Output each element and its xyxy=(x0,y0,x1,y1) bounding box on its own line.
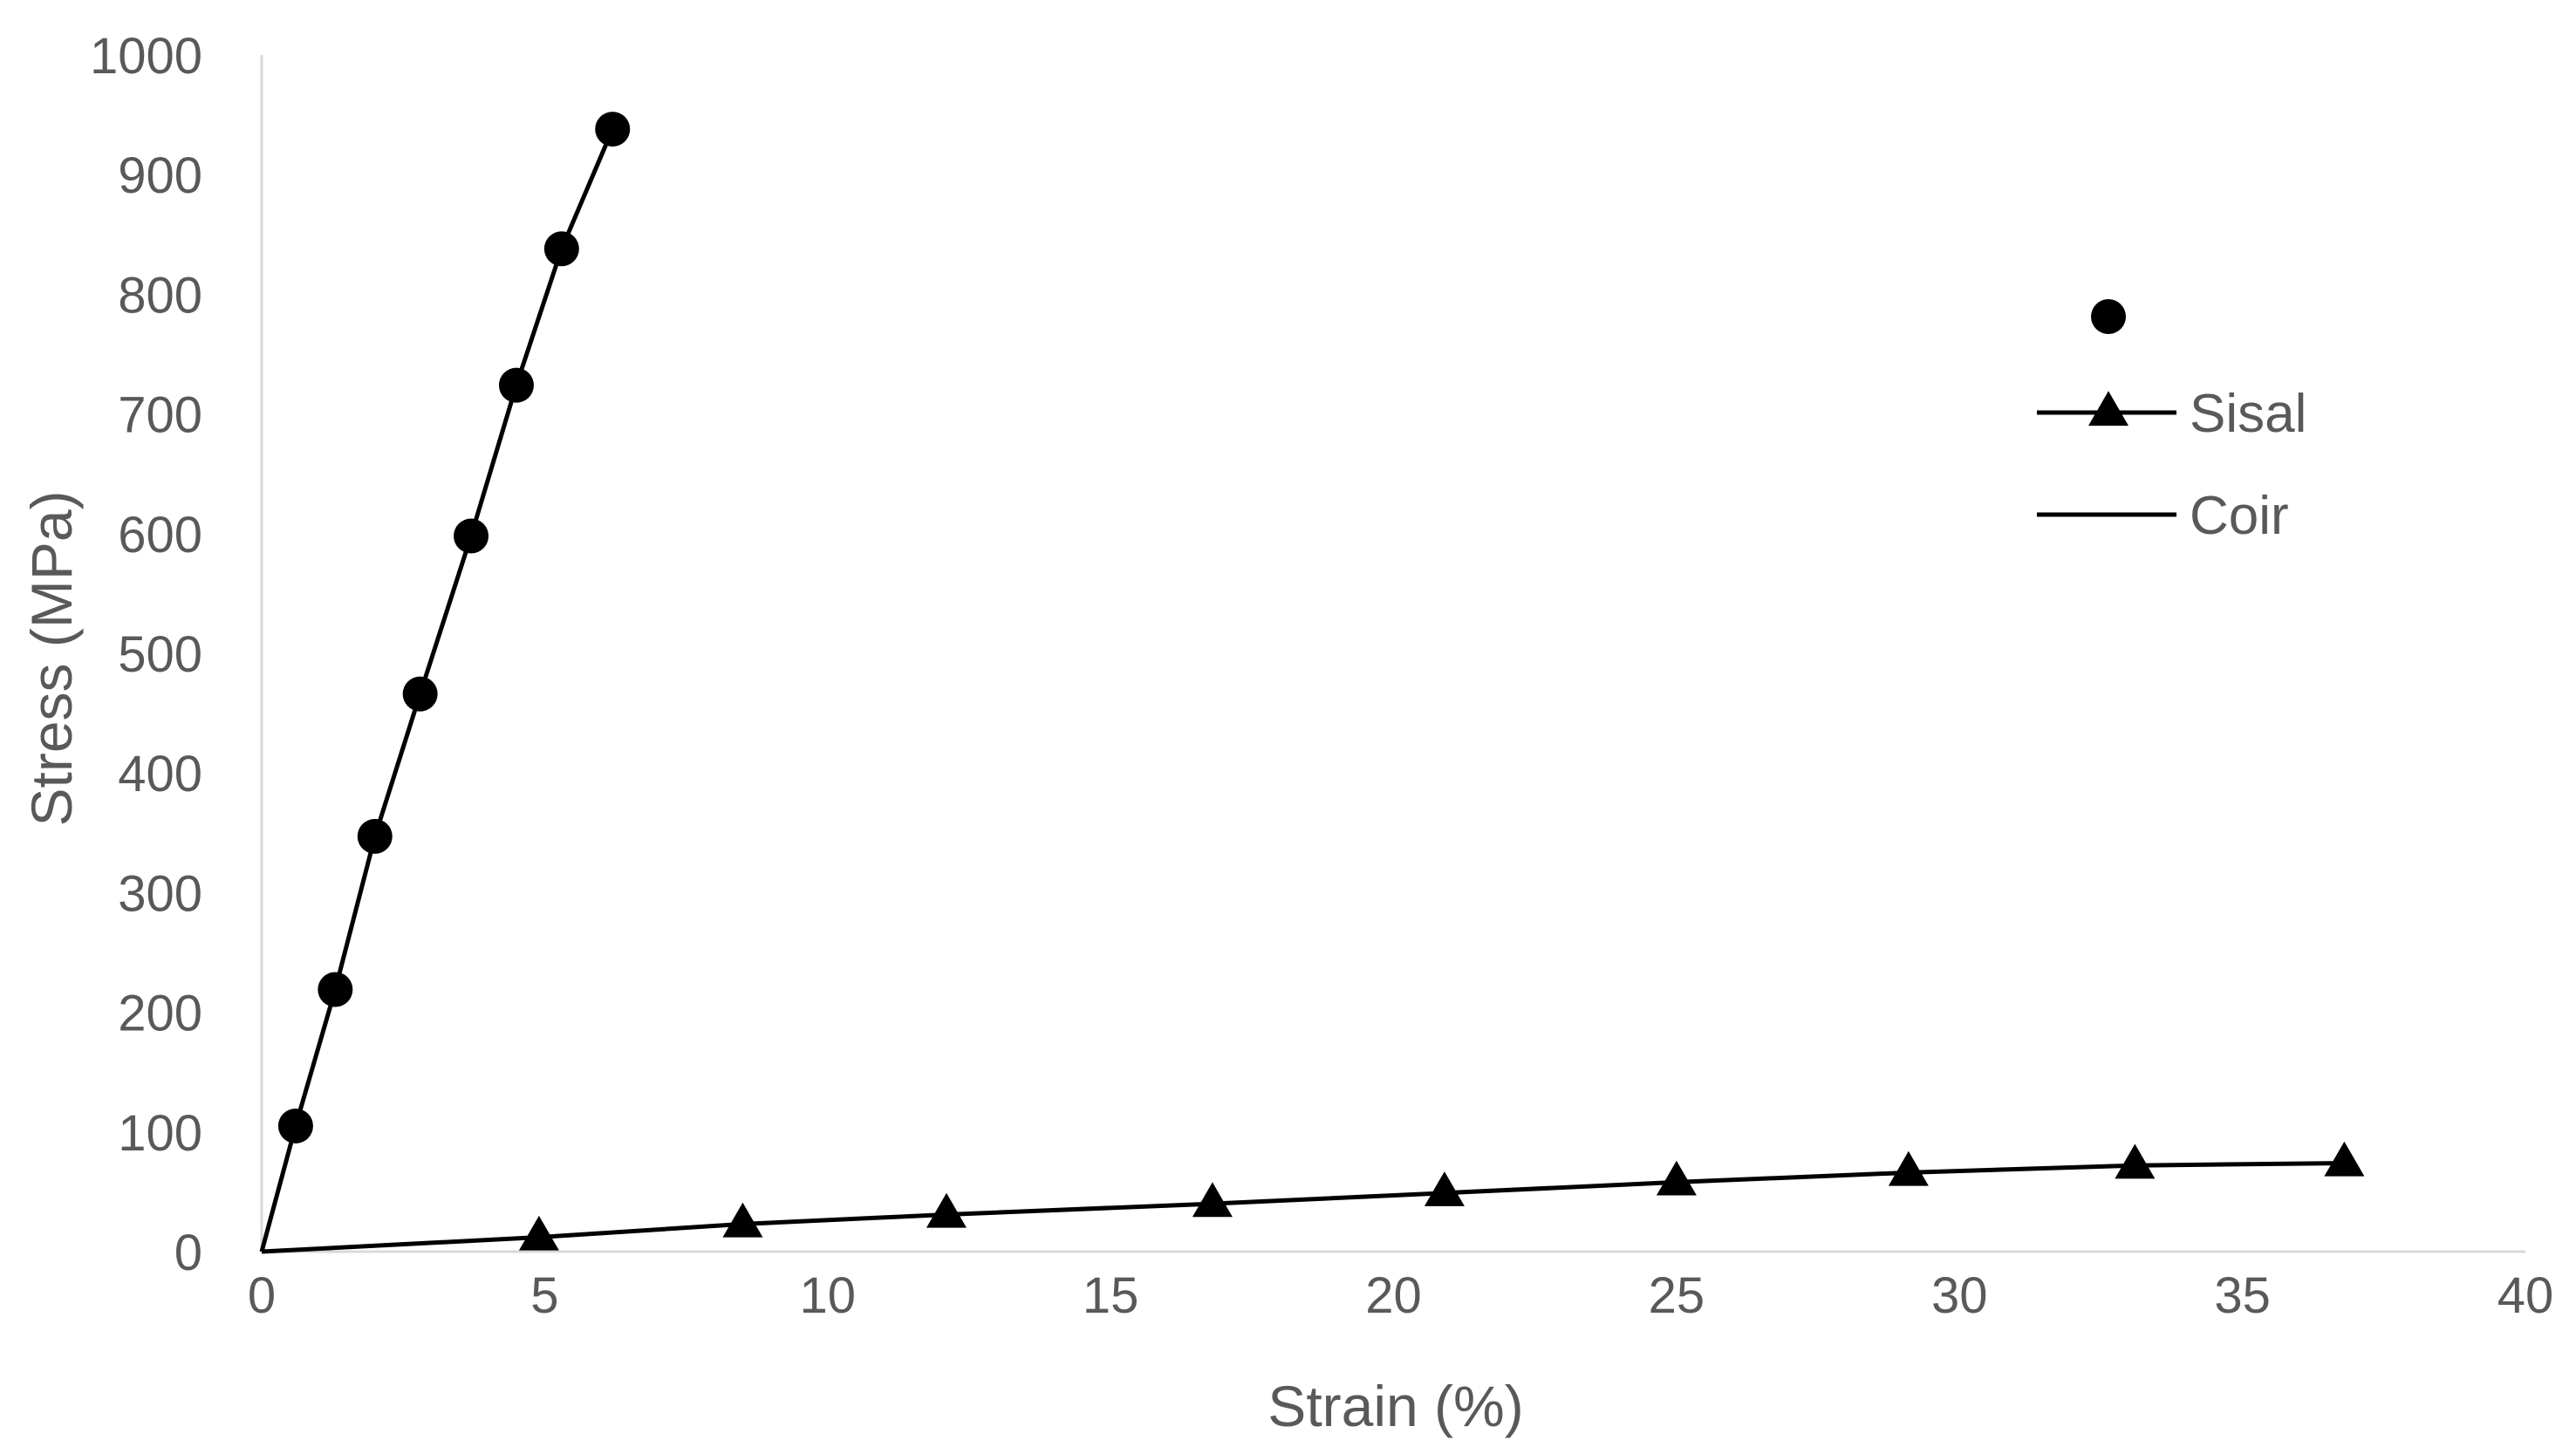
y-tick-label: 200 xyxy=(118,986,202,1042)
y-tick-label: 900 xyxy=(118,147,202,204)
circle-data-point xyxy=(498,367,534,403)
legend-marker-circle xyxy=(2091,299,2126,334)
markers xyxy=(277,112,2365,1251)
triangle-data-point xyxy=(2115,1143,2156,1179)
triangle-data-point xyxy=(1192,1182,1233,1218)
triangle-data-point xyxy=(1888,1150,1929,1186)
circle-data-point xyxy=(454,518,489,554)
x-tick-label: 35 xyxy=(2214,1267,2271,1324)
y-tick-label: 700 xyxy=(118,387,202,444)
y-tick-labels: 0 100 200 300 400 500 600 700 800 900 1000 xyxy=(90,28,202,1281)
circle-data-point xyxy=(318,972,353,1007)
y-tick-label: 600 xyxy=(118,507,202,563)
x-tick-label: 20 xyxy=(1365,1267,1422,1324)
triangle-data-point xyxy=(926,1192,967,1228)
y-tick-label: 500 xyxy=(118,626,202,683)
x-tick-labels: 0 5 10 15 20 25 30 35 40 xyxy=(248,1267,2553,1324)
x-tick-label: 40 xyxy=(2497,1267,2554,1324)
y-tick-label: 300 xyxy=(118,865,202,922)
x-tick-label: 10 xyxy=(799,1267,856,1324)
x-tick-label: 15 xyxy=(1083,1267,1139,1324)
triangle-data-point xyxy=(2324,1141,2365,1177)
y-tick-label: 100 xyxy=(118,1105,202,1162)
triangle-data-point xyxy=(1424,1171,1465,1206)
circle-data-point xyxy=(357,818,393,854)
legend-label-sisal: Sisal xyxy=(2190,384,2306,444)
x-tick-label: 30 xyxy=(1931,1267,1988,1324)
y-tick-label: 400 xyxy=(118,746,202,802)
circle-data-point xyxy=(402,676,438,712)
legend: Sisal Coir xyxy=(2037,299,2306,546)
legend-label-coir: Coir xyxy=(2190,486,2289,546)
x-axis-title: Strain (%) xyxy=(1268,1374,1523,1438)
legend-marker-triangle xyxy=(2088,391,2128,427)
y-tick-label: 0 xyxy=(174,1225,202,1281)
triangle-series-curve xyxy=(261,1161,2345,1254)
curves xyxy=(259,128,2345,1254)
y-tick-label: 800 xyxy=(118,267,202,324)
circle-data-point xyxy=(595,112,631,147)
circle-data-point xyxy=(543,231,579,267)
triangle-data-point xyxy=(1656,1160,1697,1196)
axes xyxy=(260,55,2525,1253)
x-tick-label: 0 xyxy=(248,1267,276,1324)
x-tick-label: 5 xyxy=(530,1267,558,1324)
y-tick-label: 1000 xyxy=(90,28,202,85)
circle-data-point xyxy=(277,1108,313,1143)
y-axis-title: Stress (MPa) xyxy=(19,490,84,826)
triangle-data-point xyxy=(722,1202,763,1238)
x-tick-label: 25 xyxy=(1649,1267,1705,1324)
triangle-data-point xyxy=(518,1215,559,1251)
